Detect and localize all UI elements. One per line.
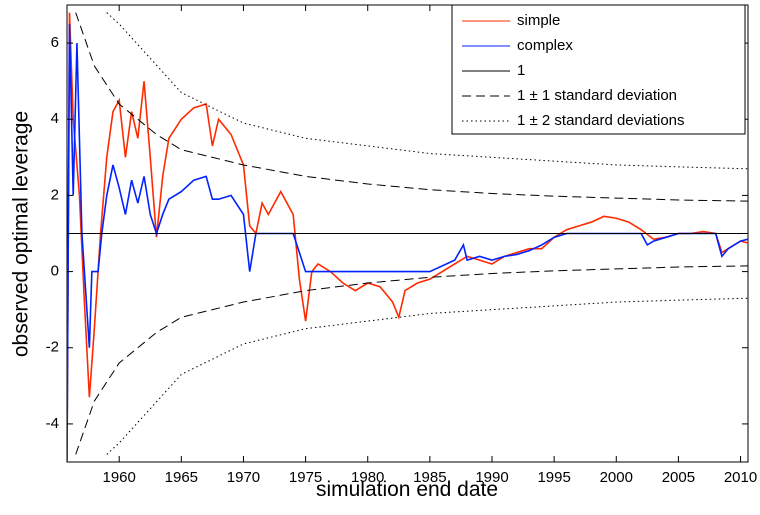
y-tick-label: -2 (46, 339, 59, 356)
y-tick-label: 4 (51, 110, 59, 127)
y-tick-label: 2 (51, 186, 59, 203)
x-tick-label: 1975 (289, 469, 322, 486)
x-tick-label: 1965 (165, 469, 198, 486)
legend-label: simple (517, 12, 560, 29)
plot-area (67, 12, 748, 462)
series-line (75, 12, 748, 202)
x-tick-label: 1970 (227, 469, 260, 486)
y-axis-label: observed optimal leverage (10, 111, 33, 357)
series-line-lower (75, 265, 748, 455)
x-tick-label: 2000 (600, 469, 633, 486)
legend-label: 1 ± 1 standard deviation (517, 87, 677, 104)
x-tick-label: 1990 (475, 469, 508, 486)
y-tick-label: -4 (46, 415, 59, 432)
y-tick-label: 0 (51, 263, 59, 280)
x-axis-label: simulation end date (316, 478, 498, 501)
x-tick-label: 1960 (103, 469, 136, 486)
y-tick-label: 6 (51, 34, 59, 51)
x-tick-label: 2005 (662, 469, 695, 486)
x-tick-label: 1995 (537, 469, 570, 486)
legend-label: 1 ± 2 standard deviations (517, 112, 685, 129)
x-tick-label: 1980 (351, 469, 384, 486)
legend-box (451, 4, 746, 135)
legend-label: complex (517, 37, 573, 54)
x-tick-label: 1985 (413, 469, 446, 486)
legend-label: 1 (517, 62, 525, 79)
x-tick-label: 2010 (724, 469, 757, 486)
